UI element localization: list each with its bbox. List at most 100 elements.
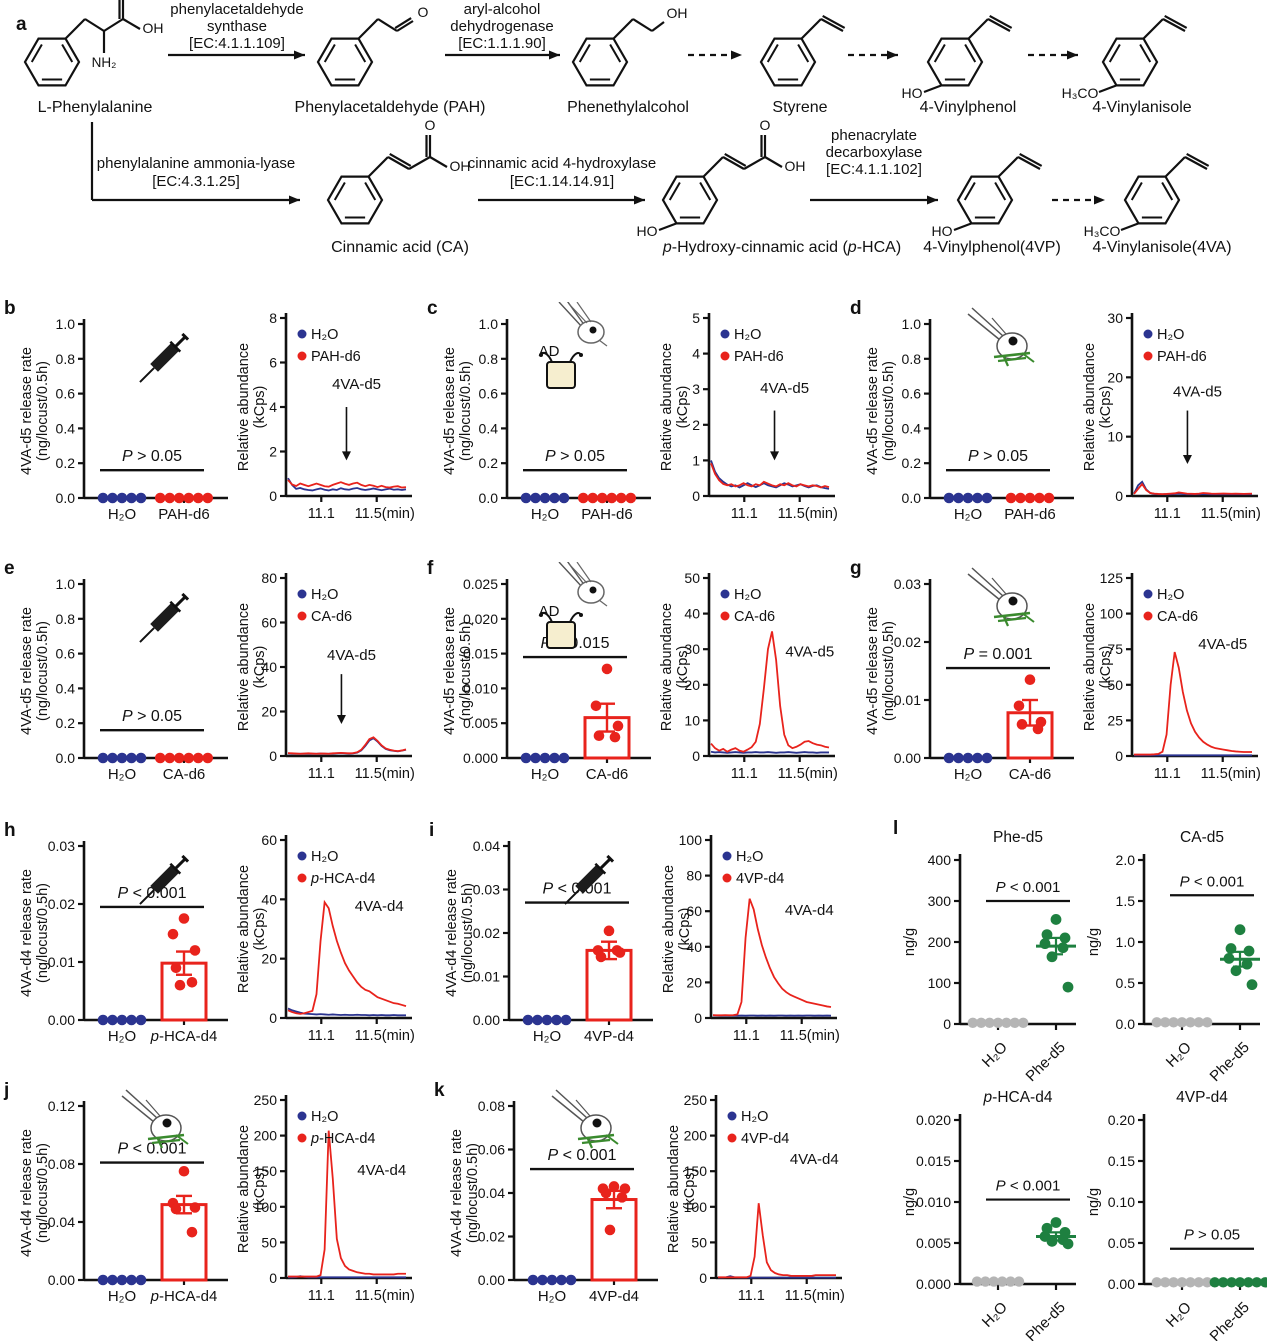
legend-label: CA-d6 (734, 609, 775, 625)
syringe-plunger (174, 857, 187, 870)
h2o-data-point (972, 492, 983, 504)
p-value: P > 0.05 (1184, 1227, 1240, 1244)
phe-d5-data-point (1041, 1222, 1053, 1234)
bond (724, 153, 747, 167)
antennae-dish-icon: AD (539, 302, 608, 389)
legend-dot-h2o (720, 589, 730, 599)
y-tick-label: 0.025 (463, 576, 498, 592)
p-rest: < 0.001 (558, 1147, 616, 1164)
y-tick-label: 40 (261, 659, 277, 675)
treatment-data-point (183, 492, 195, 504)
h2o-data-point (527, 1274, 539, 1286)
x-tick-label: 11.1 (1154, 766, 1181, 782)
x-category-label: H₂O (1163, 1299, 1195, 1331)
mouthpart (598, 339, 608, 347)
h2o-data-point (522, 1014, 534, 1026)
y-tick-label: 80 (261, 570, 277, 586)
enzyme-label: aryl-alcohol (464, 1, 541, 18)
panel-i: i 0.04 0.03 0.02 0.01 0.00 4VA-d4 release rate… (425, 820, 851, 1078)
bond (357, 18, 379, 40)
italic-P: P (543, 881, 554, 898)
y-tick-label: 8 (269, 310, 277, 326)
structure-cinnamic: O OH (326, 117, 471, 225)
y-tick-label: 0.5 (1116, 975, 1136, 991)
y-tick-label: 20 (684, 677, 700, 693)
panel-b: b 1.0 0.8 0.6 0.4 0.2 0.0 4VA-d5 release rate (n… (0, 298, 426, 556)
chromatogram-plot: 5 4 3 2 1 0 Relative abundance (kCps) 11.1 11.5(m… (659, 310, 838, 522)
tissue-level-plot: p-HCA-d4 0.020 0.015 0.010 0.005 0.000 ng/g H₂O… (902, 1089, 1076, 1341)
x-category-label: Phe-d5 (1023, 1039, 1069, 1084)
x-category-label: CA-d6 (586, 766, 629, 783)
legend-label: H₂O (734, 587, 761, 603)
panel-f: f 0.025 0.020 0.015 0.010 0.005 0.000 4VA-d5 re… (423, 558, 849, 816)
y-tick-label: 0.8 (479, 351, 499, 367)
atom-label: HO (637, 223, 658, 239)
h2o-trace (287, 737, 407, 755)
h2o-data-point (1202, 1277, 1213, 1288)
y-tick-label: 0.00 (894, 750, 921, 766)
y-axis-label: (ng/locust/0.5h) (465, 1143, 481, 1243)
h2o-data-point (107, 1014, 118, 1026)
y-axis-label: 4VA-d5 release rate (19, 607, 35, 735)
release-rate-plot: 1.0 0.8 0.6 0.4 0.2 0.0 4VA-d5 release rate (ng… (865, 307, 1074, 523)
treatment-data-point (603, 925, 615, 937)
y-axis-label: Relative abundance (659, 343, 675, 471)
bond (923, 84, 942, 94)
h2o-data-point (1005, 1276, 1016, 1287)
y-tick-label: 0.2 (479, 455, 499, 471)
atom-label: HO (932, 223, 953, 239)
bond (333, 181, 346, 201)
tissue-panel-p-HCA-d4: p-HCA-d4 0.020 0.015 0.010 0.005 0.000 ng/g H₂O… (898, 1086, 1083, 1341)
y-tick-label: 250 (684, 1092, 708, 1108)
h2o-data-point (980, 1276, 991, 1287)
p-rest: > 0.05 (133, 448, 182, 465)
y-tick-label: 100 (684, 1199, 708, 1215)
y-tick-label: 0.6 (479, 386, 499, 402)
treatment-data-point (600, 1187, 612, 1199)
x-category-label: PAH-d6 (1004, 506, 1055, 523)
h2o-data-point (1151, 1277, 1162, 1288)
treatment-data-point (612, 720, 624, 732)
structure-phenylalanine: NH₂OOH (23, 0, 164, 87)
y-tick-label: 0.04 (48, 1214, 75, 1230)
y-tick-label: 0.4 (56, 420, 76, 436)
bond (323, 43, 336, 63)
treatment-data-point (619, 1183, 631, 1194)
x-category-label: H₂O (531, 506, 559, 523)
tweezers (967, 573, 1001, 601)
x-category-label: 4VP-d4 (584, 1028, 634, 1045)
bond (1019, 152, 1043, 167)
treatment-data-point (186, 977, 198, 988)
bond (84, 18, 105, 32)
y-tick-label: 0.02 (48, 896, 75, 912)
syringe-barrel (150, 342, 180, 372)
treatment-data-point (590, 700, 602, 712)
y-tick-label: 0.04 (478, 1185, 505, 1201)
bond (964, 43, 977, 63)
h2o-data-point (97, 1274, 109, 1286)
h2o-data-point (953, 752, 964, 764)
peak-annotation: 4VA-d5 (332, 376, 381, 393)
enzyme-label: synthase (207, 18, 267, 35)
x-category-label: p-HCA-d4 (150, 1288, 218, 1305)
antenna (568, 563, 588, 584)
treatment-data-point (611, 945, 623, 956)
h2o-data-point (1202, 1017, 1213, 1028)
h2o-data-point (126, 752, 137, 764)
atom-label: O (425, 117, 436, 133)
peak-annotation: 4VA-d5 (327, 647, 376, 664)
y-axis-label: 4VA-d5 release rate (865, 347, 881, 475)
bond (1139, 43, 1152, 63)
grass-blade (175, 1134, 189, 1145)
benzene-ring (926, 37, 984, 87)
bond (658, 222, 677, 232)
y-tick-label: 0.00 (1108, 1276, 1135, 1292)
y-tick-label: 60 (261, 615, 277, 631)
y-axis-label: (kCps) (252, 908, 268, 951)
legend-dot-treatment (297, 1133, 307, 1143)
y-tick-label: 0.005 (463, 715, 498, 731)
y-tick-label: 0.8 (56, 611, 76, 627)
release-rate-plot: 0.03 0.02 0.01 0.00 4VA-d4 release rate (ng/l… (19, 838, 228, 1045)
y-axis-label: (kCps) (677, 908, 693, 951)
antenna-tip (539, 613, 543, 617)
